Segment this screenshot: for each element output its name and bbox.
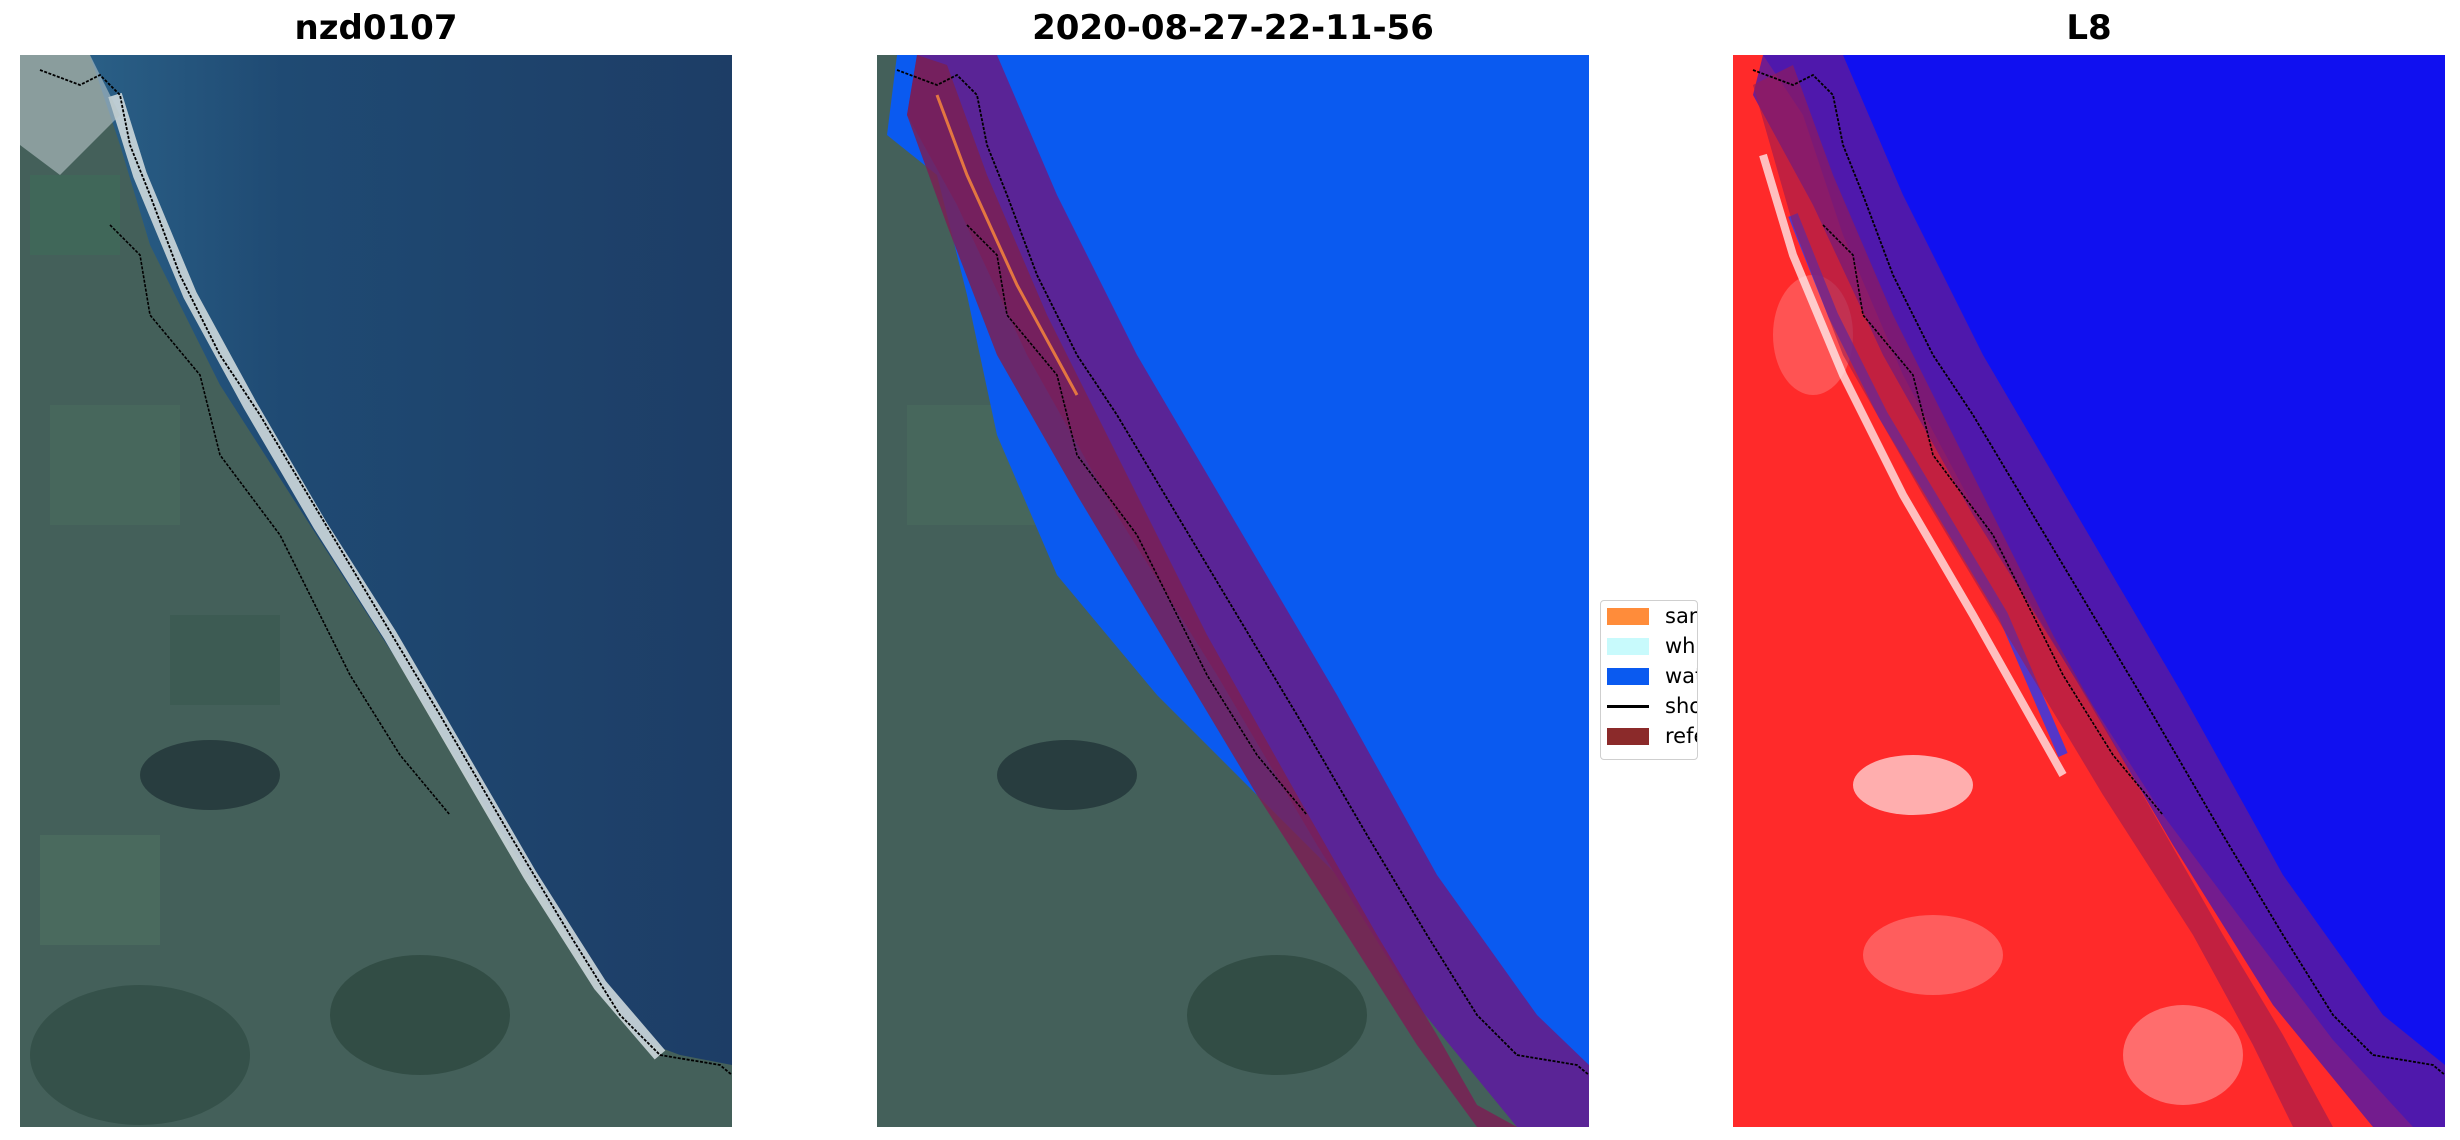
mndwi-image-panel	[1733, 55, 2445, 1127]
legend-item-shoreline: shoreline	[1601, 691, 1697, 721]
legend-swatch	[1607, 728, 1649, 745]
legend-item-reference-buffer: reference shoreline buffer	[1601, 721, 1697, 751]
classified-image	[877, 55, 1589, 1127]
legend-label: sand	[1665, 604, 1697, 628]
legend: sand whitewater water shoreline referenc…	[1600, 600, 1698, 760]
legend-item-whitewater: whitewater	[1601, 631, 1697, 661]
legend-swatch	[1607, 638, 1649, 655]
legend-label: whitewater	[1665, 634, 1697, 658]
mndwi-image	[1733, 55, 2445, 1127]
legend-label: shoreline	[1665, 694, 1697, 718]
panel-title-mndwi: L8	[2066, 8, 2112, 48]
legend-swatch	[1607, 668, 1649, 685]
rgb-satellite-image	[20, 55, 732, 1127]
panel-title-classified: 2020-08-27-22-11-56	[1032, 8, 1434, 48]
legend-item-water: water	[1601, 661, 1697, 691]
legend-label: water	[1665, 664, 1697, 688]
panel-title-rgb: nzd0107	[294, 8, 458, 48]
legend-label: reference shoreline buffer	[1665, 724, 1697, 748]
classified-image-panel	[877, 55, 1589, 1127]
rgb-image-panel	[20, 55, 732, 1127]
legend-swatch	[1607, 608, 1649, 625]
legend-line	[1607, 705, 1649, 708]
legend-item-sand: sand	[1601, 601, 1697, 631]
